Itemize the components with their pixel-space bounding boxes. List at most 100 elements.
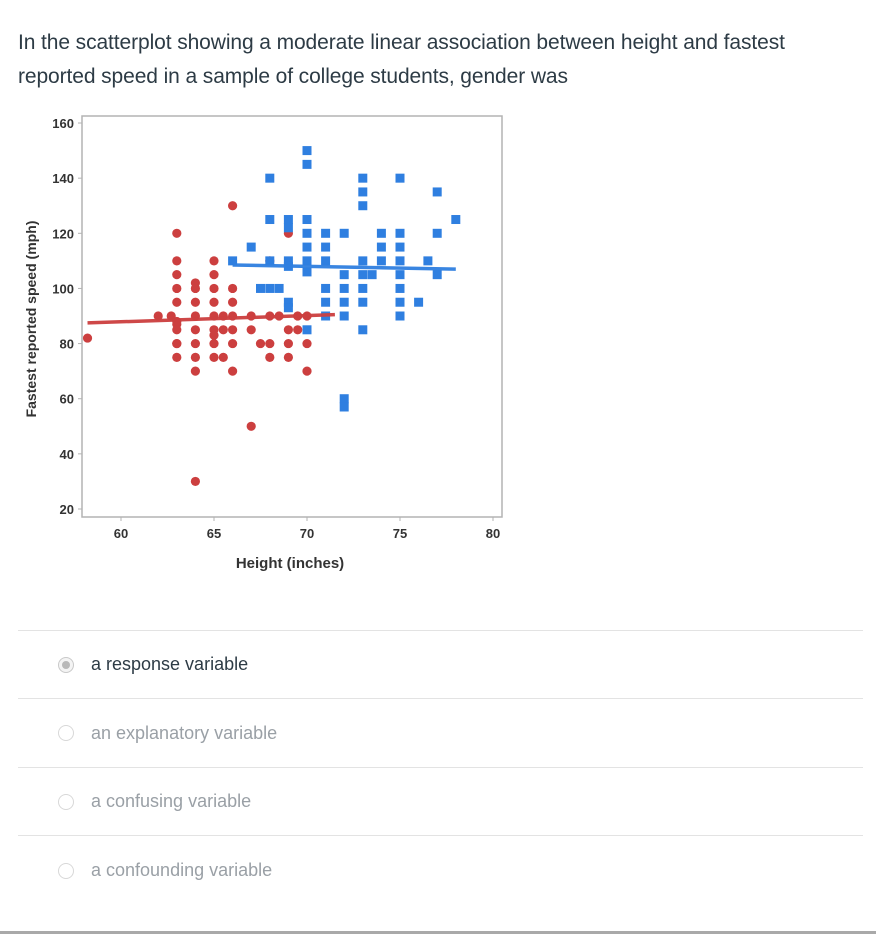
female-data-point [82, 333, 93, 343]
bottom-divider [0, 931, 876, 934]
male-data-point [414, 297, 424, 307]
radio-button-icon[interactable] [58, 793, 74, 810]
male-data-point [432, 228, 442, 238]
y-tick-label: 80 [60, 337, 74, 352]
question-text: In the scatterplot showing a moderate li… [18, 31, 785, 88]
female-data-point [246, 421, 256, 431]
male-data-point [283, 215, 293, 225]
answer-label: a confusing variable [91, 791, 252, 811]
y-tick-label: 60 [60, 392, 74, 407]
male-data-point [302, 242, 312, 252]
male-data-point [274, 283, 284, 293]
female-data-point [209, 270, 219, 280]
female-data-point [228, 283, 238, 294]
female-data-point [190, 325, 200, 335]
y-tick-label: 40 [60, 447, 74, 462]
male-data-point [339, 283, 349, 293]
female-data-point [218, 352, 228, 362]
female-data-point [228, 297, 238, 307]
male-data-point [339, 228, 349, 238]
female-data-point [265, 338, 275, 349]
answer-option-response-variable[interactable]: a response variable [18, 630, 863, 698]
answer-option-confusing-variable[interactable]: a confusing variable [18, 767, 863, 835]
male-data-point [395, 173, 405, 183]
x-tick-label: 75 [393, 526, 407, 541]
male-data-point [376, 242, 386, 252]
male-data-point [423, 256, 433, 266]
male-data-point [376, 228, 386, 238]
x-tick-label: 80 [486, 526, 500, 541]
y-axis-label: Fastest reported speed (mph) [23, 221, 39, 418]
answer-label: an explanatory variable [91, 722, 278, 743]
male-data-point [265, 283, 275, 293]
female-data-point [190, 283, 200, 294]
y-tick-label: 20 [60, 502, 74, 517]
male-data-point [321, 256, 331, 266]
male-data-point [302, 228, 312, 238]
male-data-point [358, 173, 368, 183]
female-data-point [283, 352, 293, 362]
female-data-point [172, 297, 182, 307]
answer-option-confounding-variable[interactable]: a confounding variable [18, 835, 863, 905]
scatterplot-chart: 20 40 60 80 100 120 140 160 60 65 70 75 80 Height (in… [0, 110, 520, 590]
female-data-point [190, 297, 200, 307]
male-data-point [283, 303, 293, 313]
female-data-point [228, 325, 238, 335]
female-data-point [246, 325, 256, 335]
female-data-point [293, 325, 303, 335]
female-data-point [209, 330, 219, 340]
female-data-point [265, 352, 275, 362]
female-fit-line [87, 312, 335, 325]
male-data-point [339, 270, 349, 280]
male-data-point [321, 228, 331, 238]
male-data-point [395, 311, 405, 321]
female-data-point [172, 352, 182, 362]
female-data-point [228, 338, 238, 349]
male-data-point [283, 223, 293, 233]
male-data-point [339, 297, 349, 307]
female-data-point [172, 270, 182, 280]
male-data-point [302, 215, 312, 225]
male-data-point [395, 283, 405, 293]
male-data-point [358, 270, 368, 280]
male-data-point [228, 256, 238, 266]
male-data-point [395, 256, 405, 266]
female-data-point [190, 476, 200, 487]
radio-button-icon[interactable] [58, 725, 74, 741]
answer-label: a confounding variable [91, 860, 273, 880]
male-data-point [432, 270, 442, 280]
male-data-point [432, 187, 442, 197]
female-data-point [190, 338, 200, 349]
male-data-point [395, 242, 405, 252]
male-data-point [321, 283, 331, 293]
male-data-point [302, 146, 312, 156]
male-data-point [265, 215, 275, 225]
male-data-point [265, 173, 275, 183]
y-tick-label: 160 [52, 116, 74, 131]
answer-list: a response variable an explanatory varia… [18, 630, 863, 905]
female-data-point [218, 325, 228, 335]
male-data-point [367, 270, 377, 280]
x-tick-label: 65 [207, 526, 221, 541]
answer-option-explanatory-variable[interactable]: an explanatory variable [18, 698, 863, 767]
male-data-point [302, 159, 312, 169]
x-tick-label: 70 [300, 526, 314, 541]
radio-button-icon[interactable] [58, 656, 74, 673]
male-data-point [395, 297, 405, 307]
male-data-point [395, 228, 405, 238]
male-data-point [321, 297, 331, 307]
female-data-point [172, 338, 182, 349]
male-data-point [283, 297, 293, 307]
female-data-point [209, 283, 219, 294]
female-data-point [228, 366, 238, 376]
y-tick-label: 120 [52, 226, 74, 241]
female-data-point [209, 338, 219, 349]
male-data-point [302, 267, 312, 277]
female-data-point [172, 325, 182, 335]
female-data-point [302, 366, 312, 376]
male-data-point [376, 256, 386, 266]
female-data-point [172, 228, 182, 238]
radio-button-icon[interactable] [58, 862, 74, 879]
male-data-point [339, 394, 349, 404]
male-data-point [358, 283, 368, 293]
